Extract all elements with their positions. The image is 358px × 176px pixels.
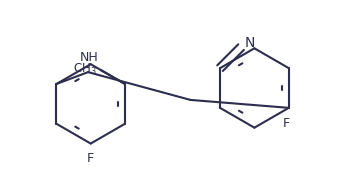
Text: F: F	[283, 117, 290, 130]
Text: F: F	[87, 152, 94, 165]
Text: N: N	[245, 36, 255, 50]
Text: NH: NH	[80, 51, 98, 64]
Text: CH$_3$: CH$_3$	[73, 62, 97, 77]
